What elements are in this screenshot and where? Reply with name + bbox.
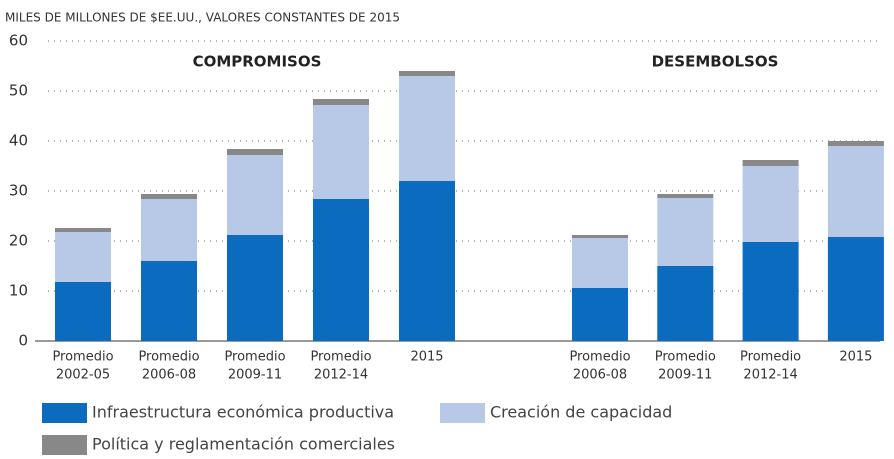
y-axis-label: MILES DE MILLONES DE $EE.UU., VALORES CO… xyxy=(5,11,400,25)
bar-segment xyxy=(572,288,628,341)
legend-label: Creación de capacidad xyxy=(490,403,672,422)
bar-segment xyxy=(227,149,283,155)
y-tick-label: 40 xyxy=(9,132,28,150)
legend-swatch xyxy=(42,403,87,423)
bar-segment xyxy=(827,146,884,237)
y-tick-label: 0 xyxy=(18,332,28,350)
bar-segment xyxy=(657,266,714,341)
legend-label: Política y reglamentación comerciales xyxy=(92,435,395,454)
x-tick-label: 2012-14 xyxy=(743,368,797,383)
y-tick-label: 20 xyxy=(9,232,28,250)
bar-segment xyxy=(55,232,111,282)
x-tick-label: 2002-05 xyxy=(56,368,110,383)
bar-segment xyxy=(399,71,455,76)
bar-segment xyxy=(572,235,628,238)
y-tick-label: 30 xyxy=(9,182,28,200)
bar-segment xyxy=(141,261,197,341)
bar-segment xyxy=(141,194,197,199)
y-tick-label: 10 xyxy=(9,282,28,300)
legend-swatch xyxy=(440,403,485,423)
x-tick-label: 2006-08 xyxy=(142,368,196,383)
bar-segment xyxy=(399,181,455,341)
x-tick-label: 2009-11 xyxy=(228,368,282,383)
x-tick-label: 2009-11 xyxy=(658,368,712,383)
bar-segment xyxy=(742,166,799,242)
x-tick-label: Promedio xyxy=(569,350,630,365)
bar-segment xyxy=(55,228,111,232)
legend-swatch xyxy=(42,435,87,455)
legend-label: Infraestructura económica productiva xyxy=(92,403,394,422)
bar-segment xyxy=(742,160,799,166)
bar-segment xyxy=(313,105,369,199)
x-tick-label: Promedio xyxy=(740,350,801,365)
x-tick-label: Promedio xyxy=(52,350,113,365)
x-tick-label: 2015 xyxy=(410,350,443,365)
bar-segment xyxy=(827,237,884,341)
bar-segment xyxy=(657,194,714,198)
bar-segment xyxy=(827,141,884,146)
bar-segment xyxy=(657,198,714,266)
x-tick-label: Promedio xyxy=(224,350,285,365)
y-tick-label: 50 xyxy=(9,82,28,100)
bar-segment xyxy=(742,242,799,341)
x-tick-label: 2006-08 xyxy=(573,368,627,383)
x-tick-label: 2015 xyxy=(839,350,872,365)
x-tick-label: Promedio xyxy=(310,350,371,365)
group-title: COMPROMISOS xyxy=(193,53,322,71)
y-tick-label: 60 xyxy=(9,32,28,50)
bar-segment xyxy=(313,99,369,105)
bar-segment xyxy=(227,155,283,235)
x-tick-label: Promedio xyxy=(138,350,199,365)
bar-segment xyxy=(227,235,283,341)
bar-segment xyxy=(141,199,197,261)
bar-segment xyxy=(313,199,369,341)
group-title: DESEMBOLSOS xyxy=(652,53,779,71)
x-tick-label: Promedio xyxy=(655,350,716,365)
x-tick-label: 2012-14 xyxy=(314,368,368,383)
bar-segment xyxy=(572,238,628,288)
bar-segment xyxy=(399,76,455,181)
bar-segment xyxy=(55,282,111,341)
